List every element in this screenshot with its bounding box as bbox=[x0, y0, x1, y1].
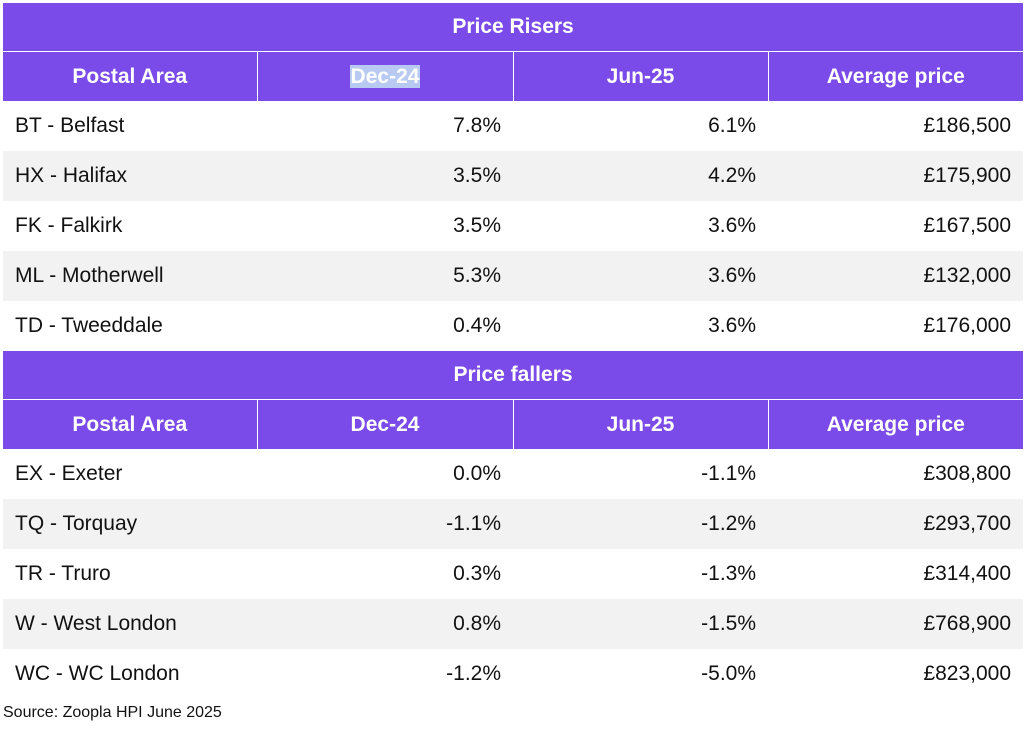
postal-area-cell: FK - Falkirk bbox=[15, 214, 123, 237]
table-row: ML - Motherwell 5.3% 3.6% £132,000 bbox=[3, 251, 1024, 301]
table-row: TR - Truro 0.3% -1.3% £314,400 bbox=[3, 549, 1023, 599]
postal-area-cell: TD - Tweeddale bbox=[15, 314, 163, 337]
postal-area-cell: TR - Truro bbox=[15, 562, 111, 585]
table-row: EX - Exeter 0.0% -1.1% £308,800 bbox=[3, 449, 1023, 499]
dec24-cell: -1.2% bbox=[446, 662, 501, 685]
jun25-cell: 3.6% bbox=[513, 251, 768, 301]
fallers-title-row: Price fallers bbox=[3, 351, 1024, 400]
postal-area-cell: WC - WC London bbox=[15, 662, 180, 685]
jun25-cell: -1.5% bbox=[513, 599, 768, 649]
jun25-cell: -5.0% bbox=[701, 662, 756, 685]
jun25-cell: -1.3% bbox=[701, 562, 756, 585]
average-price-cell: £132,000 bbox=[768, 251, 1024, 301]
table-row: WC - WC London -1.2% -5.0% £823,000 bbox=[3, 649, 1023, 699]
selected-text-highlight[interactable]: Dec-24 bbox=[349, 64, 421, 88]
postal-area-cell: HX - Halifax bbox=[3, 151, 257, 201]
average-price-cell: £768,900 bbox=[768, 599, 1024, 649]
jun25-cell: -1.1% bbox=[701, 462, 756, 485]
price-change-table: Price Risers Postal Area Dec-24 Jun-25 A… bbox=[3, 3, 1024, 699]
jun25-cell: 3.6% bbox=[708, 314, 756, 337]
price-table-container: Price Risers Postal Area Dec-24 Jun-25 A… bbox=[3, 3, 1024, 699]
average-price-cell: £293,700 bbox=[768, 499, 1024, 549]
fallers-header-row: Postal Area Dec-24 Jun-25 Average price bbox=[3, 399, 1024, 449]
risers-title-row: Price Risers bbox=[3, 3, 1024, 52]
postal-area-cell: TQ - Torquay bbox=[3, 499, 257, 549]
table-row: HX - Halifax 3.5% 4.2% £175,900 bbox=[3, 151, 1024, 201]
average-price-cell: £175,900 bbox=[768, 151, 1024, 201]
dec24-cell: 0.8% bbox=[257, 599, 513, 649]
table-row: W - West London 0.8% -1.5% £768,900 bbox=[3, 599, 1024, 649]
table-row: BT - Belfast 7.8% 6.1% £186,500 bbox=[3, 101, 1023, 151]
risers-header-average-price: Average price bbox=[768, 51, 1024, 101]
fallers-title: Price fallers bbox=[3, 351, 1024, 400]
dec24-cell: 7.8% bbox=[453, 114, 501, 137]
fallers-header-average-price: Average price bbox=[768, 399, 1024, 449]
dec24-cell: -1.1% bbox=[257, 499, 513, 549]
table-row: TQ - Torquay -1.1% -1.2% £293,700 bbox=[3, 499, 1024, 549]
postal-area-cell: BT - Belfast bbox=[15, 114, 125, 137]
jun25-cell: -1.2% bbox=[513, 499, 768, 549]
jun25-cell: 4.2% bbox=[513, 151, 768, 201]
average-price-cell: £823,000 bbox=[923, 662, 1012, 685]
average-price-cell: £176,000 bbox=[923, 314, 1012, 337]
average-price-cell: £308,800 bbox=[923, 462, 1012, 485]
average-price-cell: £314,400 bbox=[923, 562, 1012, 585]
dec24-cell: 5.3% bbox=[257, 251, 513, 301]
postal-area-cell: EX - Exeter bbox=[15, 462, 123, 485]
dec24-cell: 0.0% bbox=[453, 462, 501, 485]
average-price-cell: £186,500 bbox=[923, 114, 1012, 137]
fallers-header-dec24: Dec-24 bbox=[257, 399, 514, 449]
postal-area-cell: W - West London bbox=[3, 599, 257, 649]
risers-header-row: Postal Area Dec-24 Jun-25 Average price bbox=[3, 51, 1024, 101]
risers-header-jun25: Jun-25 bbox=[513, 51, 769, 101]
dec24-cell: 0.4% bbox=[453, 314, 501, 337]
dec24-cell: 3.5% bbox=[453, 214, 501, 237]
table-row: FK - Falkirk 3.5% 3.6% £167,500 bbox=[3, 201, 1023, 251]
risers-header-postal-area: Postal Area bbox=[3, 51, 258, 101]
source-note: Source: Zoopla HPI June 2025 bbox=[3, 704, 222, 721]
fallers-header-postal-area: Postal Area bbox=[3, 399, 258, 449]
jun25-cell: 6.1% bbox=[708, 114, 756, 137]
fallers-header-jun25: Jun-25 bbox=[513, 399, 769, 449]
dec24-cell: 3.5% bbox=[257, 151, 513, 201]
jun25-cell: 3.6% bbox=[708, 214, 756, 237]
average-price-cell: £167,500 bbox=[923, 214, 1012, 237]
dec24-cell: 0.3% bbox=[453, 562, 501, 585]
risers-title: Price Risers bbox=[3, 3, 1024, 52]
table-row: TD - Tweeddale 0.4% 3.6% £176,000 bbox=[3, 301, 1023, 351]
postal-area-cell: ML - Motherwell bbox=[3, 251, 257, 301]
risers-header-dec24: Dec-24 bbox=[257, 51, 514, 101]
